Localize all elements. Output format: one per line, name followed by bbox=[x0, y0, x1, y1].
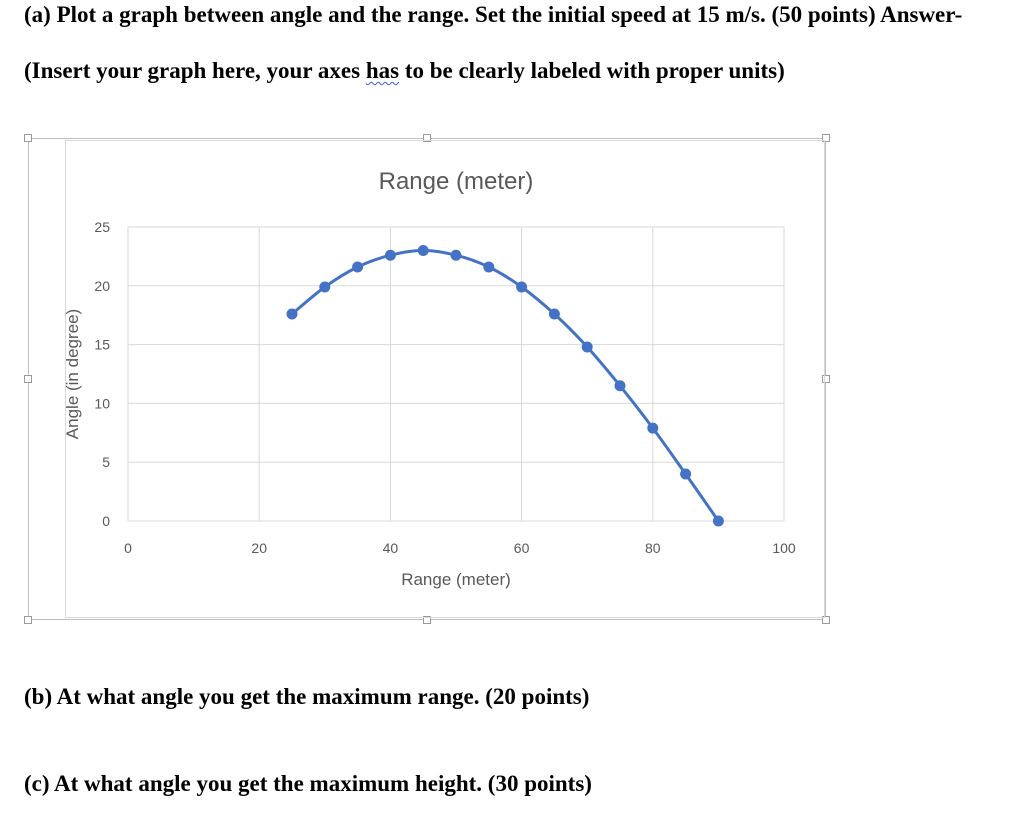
resize-handle-bottom-left[interactable] bbox=[24, 616, 32, 624]
spellcheck-flagged-word: has bbox=[365, 58, 400, 83]
x-tick-label: 80 bbox=[645, 540, 661, 556]
resize-handle-top-center[interactable] bbox=[423, 134, 431, 142]
data-point bbox=[286, 308, 298, 320]
data-point bbox=[417, 245, 429, 257]
y-tick-label: 5 bbox=[102, 454, 110, 470]
question-a-instruction: (Insert your graph here, your axes has t… bbox=[24, 58, 785, 84]
resize-handle-bottom-center[interactable] bbox=[423, 616, 431, 624]
y-tick-label: 15 bbox=[94, 337, 110, 353]
x-tick-label: 100 bbox=[772, 540, 796, 556]
chart-object-frame[interactable]: 0 5 10 15 20 25 0 20 40 60 80 100 Range (meter) Range… bbox=[24, 134, 830, 624]
data-point bbox=[548, 308, 560, 320]
x-tick-label: 60 bbox=[514, 540, 530, 556]
question-a-title: (a) Plot a graph between angle and the r… bbox=[24, 2, 963, 27]
data-point bbox=[384, 249, 396, 261]
resize-handle-bottom-right[interactable] bbox=[822, 616, 830, 624]
data-point bbox=[614, 380, 626, 392]
scatter-chart: 0 5 10 15 20 25 0 20 40 60 80 100 Range (meter) Range… bbox=[66, 168, 796, 589]
data-point bbox=[319, 281, 331, 293]
resize-handle-middle-left[interactable] bbox=[24, 375, 32, 383]
data-point bbox=[581, 341, 593, 353]
instruction-text-end: to be clearly labeled with proper units) bbox=[399, 58, 785, 83]
y-tick-label: 20 bbox=[94, 278, 110, 294]
resize-handle-top-right[interactable] bbox=[822, 134, 830, 142]
chart-title: Range (meter) bbox=[379, 168, 534, 195]
resize-handle-middle-right[interactable] bbox=[822, 375, 830, 383]
x-axis-title: Range (meter) bbox=[401, 570, 511, 589]
y-tick-label: 0 bbox=[102, 513, 110, 529]
chart-area: 0 5 10 15 20 25 0 20 40 60 80 100 Range (meter) Range… bbox=[65, 140, 825, 618]
x-tick-label: 0 bbox=[124, 540, 132, 556]
data-point bbox=[647, 422, 659, 434]
question-c: (c) At what angle you get the maximum he… bbox=[24, 771, 592, 796]
data-point bbox=[483, 261, 495, 273]
series-line bbox=[291, 249, 720, 522]
data-point bbox=[680, 468, 692, 480]
resize-handle-top-left[interactable] bbox=[24, 134, 32, 142]
data-point bbox=[712, 515, 724, 527]
x-tick-label: 20 bbox=[251, 540, 267, 556]
x-tick-label: 40 bbox=[383, 540, 399, 556]
y-axis-title: Angle (in degree) bbox=[66, 309, 82, 439]
y-tick-label: 10 bbox=[94, 395, 110, 411]
question-b: (b) At what angle you get the maximum ra… bbox=[24, 684, 590, 709]
data-point bbox=[352, 261, 364, 273]
data-point bbox=[516, 281, 528, 293]
y-tick-label: 25 bbox=[94, 219, 110, 235]
data-point bbox=[450, 249, 462, 261]
instruction-text-start: (Insert your graph here, your axes bbox=[24, 58, 366, 83]
